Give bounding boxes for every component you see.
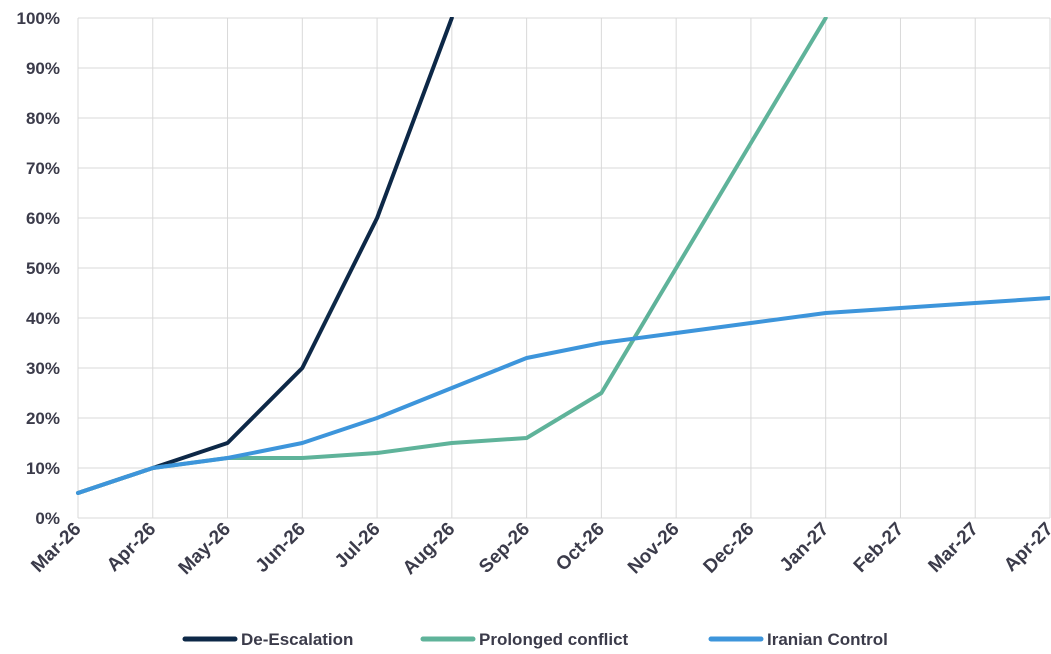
y-tick-label: 10% — [26, 459, 60, 478]
y-tick-label: 40% — [26, 309, 60, 328]
y-tick-label: 70% — [26, 159, 60, 178]
grid — [77, 17, 1051, 519]
x-tick-label: Jul-26 — [331, 519, 385, 573]
y-tick-label: 90% — [26, 59, 60, 78]
x-tick-label: Oct-26 — [552, 519, 609, 576]
x-tick-label: Jun-26 — [252, 519, 310, 577]
x-tick-label: Nov-26 — [624, 519, 684, 579]
x-tick-label: Aug-26 — [399, 519, 459, 579]
y-tick-label: 50% — [26, 259, 60, 278]
legend-label: Iranian Control — [767, 630, 888, 649]
x-tick-label: Apr-26 — [103, 519, 160, 576]
y-tick-label: 30% — [26, 359, 60, 378]
x-tick-label: Feb-27 — [850, 519, 908, 577]
y-axis-ticks: 0% 10% 20% 30% 40% 50% 60% 70% 80% 90% 100% — [17, 9, 60, 528]
y-tick-label: 20% — [26, 409, 60, 428]
legend-label: De-Escalation — [241, 630, 353, 649]
y-tick-label: 100% — [17, 9, 60, 28]
series-line-iranian-control — [76, 296, 1050, 495]
x-tick-label: Sep-26 — [475, 519, 534, 578]
legend: De-Escalation Prolonged conflict Iranian C… — [182, 630, 888, 649]
x-axis-ticks: Mar-26 Apr-26 May-26 Jun-26 Jul-26 Aug-26 Sep-… — [27, 519, 1051, 579]
x-tick-label: Dec-26 — [700, 519, 759, 578]
x-tick-label: Apr-27 — [1000, 519, 1051, 576]
x-tick-label: May-26 — [175, 519, 235, 579]
y-tick-label: 0% — [35, 509, 60, 528]
legend-label: Prolonged conflict — [479, 630, 629, 649]
x-tick-label: Jan-27 — [776, 519, 833, 576]
y-tick-label: 60% — [26, 209, 60, 228]
series-lines — [76, 17, 1050, 495]
series-line-de-escalation — [76, 17, 454, 495]
y-tick-label: 80% — [26, 109, 60, 128]
x-tick-label: Mar-27 — [925, 519, 983, 577]
